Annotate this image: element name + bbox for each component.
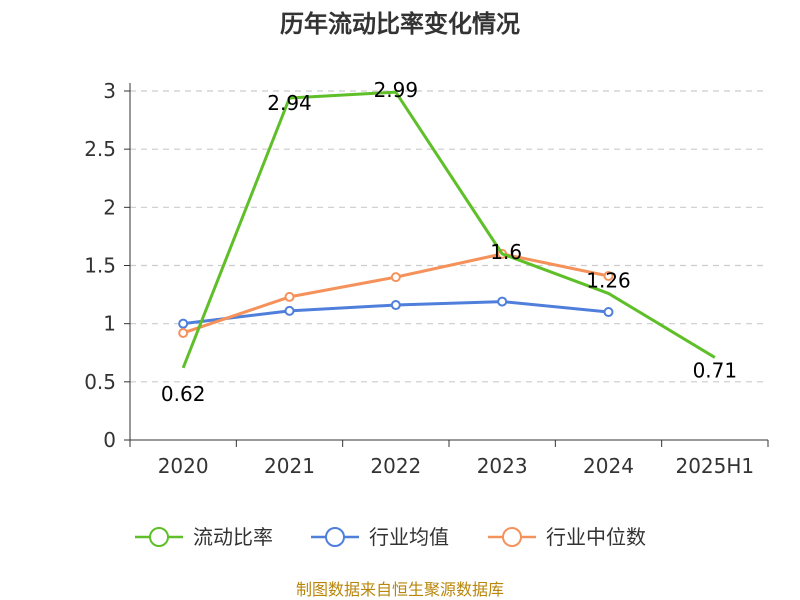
y-tick-label: 2 <box>103 195 116 219</box>
x-tick-label: 2020 <box>158 454 209 478</box>
series-point-行业中位数 <box>178 327 189 338</box>
series-point-行业均值 <box>284 305 295 316</box>
data-label: 0.62 <box>161 382 206 406</box>
data-label: 2.99 <box>374 78 419 102</box>
y-tick-label: 2.5 <box>84 137 116 161</box>
legend-swatch-marker <box>325 527 345 547</box>
series-point-行业均值 <box>390 300 401 311</box>
series-point-行业均值 <box>497 296 508 307</box>
data-label: 1.6 <box>490 240 522 264</box>
series-point-行业中位数 <box>390 272 401 283</box>
series-line-流动比率 <box>181 90 716 369</box>
series-layer <box>178 90 716 369</box>
legend-swatch-marker <box>149 527 169 547</box>
data-label: 1.26 <box>586 268 631 292</box>
data-label: 0.71 <box>693 358 738 382</box>
x-tick-label: 2025H1 <box>675 454 754 478</box>
y-axis: 0 0.5 1 1.5 2 2.5 3 <box>84 79 131 452</box>
grid-lines <box>130 90 768 383</box>
series-point-行业均值 <box>603 307 614 318</box>
data-labels: 0.62 2.94 2.99 1.6 1.26 0.71 <box>161 78 737 406</box>
legend-label: 行业中位数 <box>546 525 646 549</box>
x-tick-label: 2023 <box>477 454 528 478</box>
y-tick-label: 3 <box>103 79 116 103</box>
legend: 流动比率 行业均值 行业中位数 <box>135 525 646 549</box>
x-tick-label: 2024 <box>583 454 634 478</box>
y-tick-label: 1.5 <box>84 254 116 278</box>
data-label: 2.94 <box>267 91 312 115</box>
legend-label: 行业均值 <box>369 525 449 549</box>
y-tick-label: 0.5 <box>84 370 116 394</box>
x-axis: 2020 2021 2022 2023 2024 2025H1 <box>129 439 769 478</box>
x-tick-label: 2022 <box>370 454 421 478</box>
series-point-行业中位数 <box>603 270 614 281</box>
y-tick-label: 0 <box>103 428 116 452</box>
legend-label: 流动比率 <box>193 525 273 549</box>
y-tick-label: 1 <box>103 312 116 336</box>
chart-title: 历年流动比率变化情况 <box>280 10 520 38</box>
source-note: 制图数据来自恒生聚源数据库 <box>296 580 504 599</box>
legend-swatch-marker <box>502 527 522 547</box>
series-point-行业均值 <box>178 318 189 329</box>
x-tick-label: 2021 <box>264 454 315 478</box>
series-point-行业中位数 <box>284 291 295 302</box>
